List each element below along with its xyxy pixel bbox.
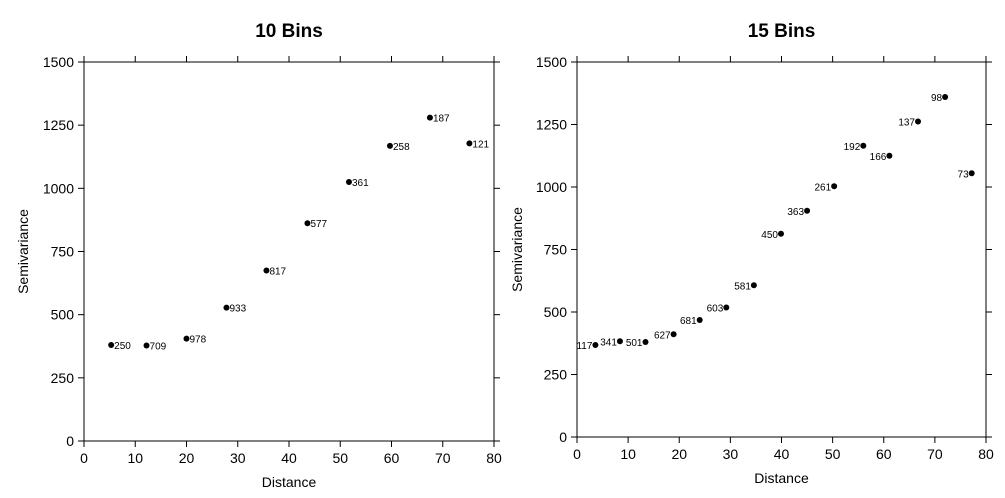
data-label: 817 — [269, 266, 286, 277]
x-tick-label: 80 — [978, 446, 994, 462]
x-tick-label: 70 — [435, 450, 451, 466]
data-label: 450 — [761, 230, 778, 241]
data-point — [804, 207, 811, 214]
data-label: 709 — [150, 341, 167, 352]
data-label: 361 — [352, 178, 369, 189]
data-label: 577 — [310, 219, 327, 230]
data-label: 363 — [787, 207, 804, 218]
x-axis-label: Distance — [262, 474, 317, 490]
data-label: 581 — [734, 281, 751, 292]
data-label: 978 — [190, 335, 207, 346]
y-tick-label: 1000 — [536, 179, 567, 195]
x-tick-label: 10 — [127, 450, 143, 466]
data-label: 98 — [931, 93, 943, 104]
x-tick-label: 0 — [573, 446, 581, 462]
data-point — [345, 179, 352, 186]
x-tick-label: 30 — [723, 446, 739, 462]
y-tick-label: 1250 — [536, 117, 567, 133]
y-tick-label: 1500 — [43, 54, 74, 70]
data-label: 261 — [814, 182, 831, 193]
data-point — [108, 341, 115, 348]
chart-title: 10 Bins — [255, 21, 323, 42]
y-tick-label: 750 — [544, 242, 568, 258]
y-tick-label: 500 — [51, 307, 75, 323]
data-point — [696, 317, 703, 323]
data-point — [642, 339, 649, 345]
data-label: 166 — [870, 152, 887, 163]
data-label: 192 — [844, 142, 861, 153]
data-point — [723, 304, 730, 311]
data-point — [143, 342, 150, 349]
x-tick-label: 10 — [620, 446, 636, 462]
data-point — [386, 142, 393, 149]
x-tick-label: 0 — [80, 450, 88, 466]
data-point — [304, 220, 311, 227]
data-label: 681 — [680, 316, 697, 327]
y-tick-label: 750 — [51, 244, 75, 260]
data-point — [223, 304, 230, 311]
data-label: 187 — [433, 114, 450, 125]
data-point — [886, 152, 893, 159]
data-point — [670, 331, 677, 338]
data-point — [466, 140, 473, 147]
data-label: 501 — [626, 338, 643, 349]
data-label: 627 — [654, 330, 671, 341]
plot-frame — [576, 61, 987, 438]
x-axis-label: Distance — [754, 470, 809, 486]
data-label: 341 — [600, 337, 617, 348]
data-label: 121 — [472, 139, 489, 150]
y-tick-label: 500 — [544, 304, 568, 320]
x-tick-label: 80 — [486, 450, 502, 466]
data-point — [915, 118, 922, 125]
data-point — [183, 335, 190, 342]
data-point — [616, 338, 623, 345]
y-tick-label: 0 — [559, 429, 567, 445]
data-label: 137 — [898, 118, 915, 129]
y-tick-label: 1250 — [43, 117, 74, 133]
data-point — [592, 342, 599, 348]
data-label: 73 — [958, 169, 970, 180]
data-point — [750, 282, 757, 289]
x-tick-label: 60 — [384, 450, 400, 466]
x-tick-label: 40 — [774, 446, 790, 462]
data-point — [426, 114, 433, 121]
data-label: 258 — [393, 142, 410, 153]
x-tick-label: 40 — [281, 450, 297, 466]
data-point — [777, 230, 784, 237]
data-label: 250 — [114, 341, 131, 352]
x-tick-label: 50 — [332, 450, 348, 466]
y-tick-label: 0 — [66, 433, 74, 449]
data-point — [860, 142, 867, 149]
data-point — [831, 183, 838, 190]
y-tick-label: 1000 — [43, 180, 74, 196]
data-point — [942, 94, 949, 100]
x-tick-label: 50 — [825, 446, 841, 462]
x-tick-label: 20 — [179, 450, 195, 466]
data-point — [263, 267, 270, 274]
x-tick-label: 30 — [230, 450, 246, 466]
data-label: 933 — [229, 304, 246, 315]
data-label: 117 — [576, 341, 592, 352]
y-tick-label: 1500 — [536, 54, 567, 70]
x-tick-label: 20 — [671, 446, 687, 462]
y-tick-label: 250 — [544, 367, 568, 383]
data-point — [968, 170, 975, 177]
x-tick-label: 60 — [876, 446, 892, 462]
chart-title: 15 Bins — [748, 21, 816, 42]
y-tick-label: 250 — [51, 370, 75, 386]
x-tick-label: 70 — [927, 446, 943, 462]
data-label: 603 — [707, 304, 724, 315]
y-axis-label: Semivariance — [509, 207, 525, 292]
y-axis-label: Semivariance — [15, 209, 31, 294]
